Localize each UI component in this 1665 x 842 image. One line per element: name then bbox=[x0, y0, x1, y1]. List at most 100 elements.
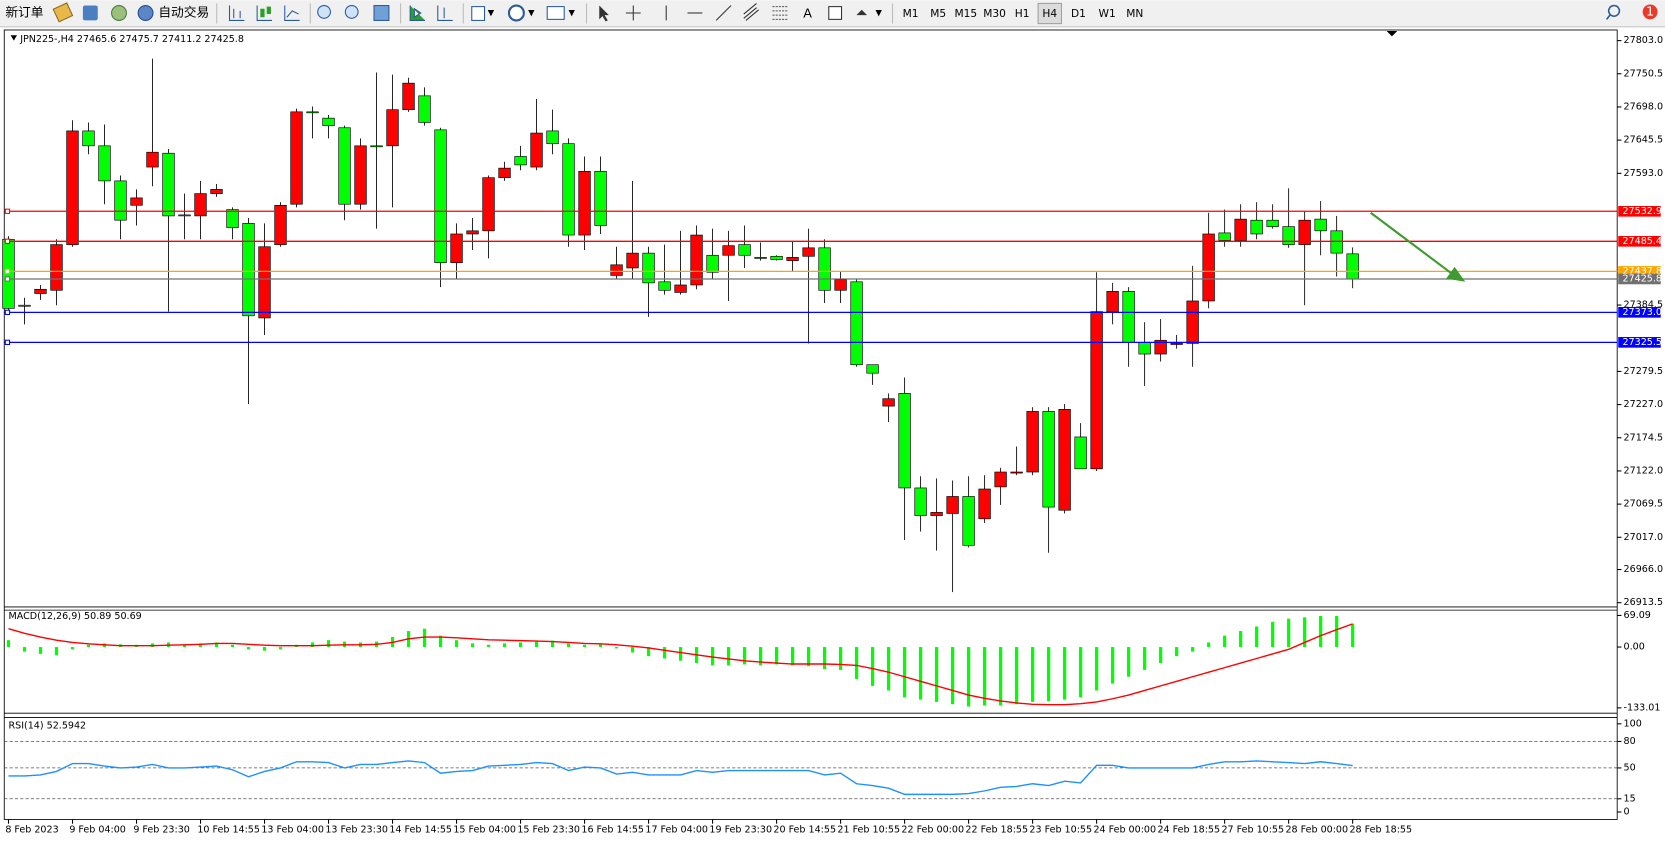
search-button[interactable] bbox=[1605, 4, 1621, 20]
periods-button[interactable] bbox=[507, 4, 525, 22]
candle-body bbox=[386, 109, 399, 147]
fibo-button[interactable] bbox=[772, 6, 788, 20]
candle-body bbox=[962, 496, 975, 546]
y-tick-label: 80 bbox=[1624, 736, 1636, 747]
candle-body bbox=[786, 257, 799, 261]
candle-body bbox=[546, 130, 559, 144]
candle-body bbox=[146, 151, 159, 168]
candle-body bbox=[866, 364, 879, 374]
dropdown-arrow[interactable]: ▾ bbox=[528, 5, 535, 20]
crosshair-button[interactable] bbox=[625, 5, 641, 21]
y-tick-label: 27750.5 bbox=[1624, 68, 1663, 79]
macd-bar bbox=[1239, 631, 1243, 648]
price-level-tag bbox=[1618, 337, 1661, 348]
zoom-in-button[interactable] bbox=[317, 5, 331, 19]
channel-button[interactable] bbox=[743, 3, 759, 21]
candle-body bbox=[162, 152, 175, 217]
icon-button[interactable] bbox=[111, 5, 127, 21]
y-tick-label: 26913.5 bbox=[1624, 597, 1663, 608]
macd-bar bbox=[326, 640, 331, 648]
candle-body bbox=[690, 234, 703, 286]
indicators-button[interactable] bbox=[471, 6, 486, 21]
dropdown-arrow[interactable]: ▾ bbox=[876, 5, 883, 20]
dropdown-arrow[interactable]: ▾ bbox=[488, 5, 495, 20]
line-chart-button[interactable] bbox=[284, 5, 300, 21]
candle-body bbox=[674, 284, 687, 293]
x-tick-label: 9 Feb 23:30 bbox=[133, 825, 190, 836]
candle-body bbox=[530, 132, 543, 168]
label-tool-button[interactable] bbox=[828, 6, 843, 20]
candle-body bbox=[850, 281, 863, 366]
y-tick-label: 100 bbox=[1624, 718, 1642, 729]
timeframe-button[interactable]: H4 bbox=[1042, 7, 1057, 20]
macd-bar bbox=[967, 647, 971, 707]
candle-body bbox=[1154, 339, 1167, 355]
tile-button[interactable] bbox=[373, 5, 390, 21]
timeframe-button[interactable]: MN bbox=[1126, 7, 1143, 20]
macd-bar bbox=[1191, 647, 1195, 652]
candle-body bbox=[18, 304, 31, 307]
candle-body bbox=[258, 246, 271, 319]
zoom-out-button[interactable] bbox=[344, 5, 359, 19]
macd-bar bbox=[951, 647, 955, 705]
symbol-menu-marker bbox=[10, 35, 18, 41]
timeframe-button[interactable]: M5 bbox=[930, 7, 946, 20]
cursor-button[interactable] bbox=[599, 5, 609, 22]
x-tick-label: 22 Feb 18:55 bbox=[965, 825, 1028, 836]
templates-button[interactable] bbox=[546, 6, 565, 20]
macd-bar bbox=[919, 647, 923, 700]
candle-body bbox=[418, 95, 431, 123]
bar-chart-button[interactable] bbox=[228, 5, 245, 21]
icon-button[interactable] bbox=[82, 5, 98, 21]
candle-chart-button[interactable] bbox=[256, 5, 273, 21]
new-order-button[interactable]: 新订单 bbox=[5, 4, 43, 20]
x-tick-label: 9 Feb 04:00 bbox=[69, 825, 126, 836]
candle-body bbox=[274, 204, 287, 245]
timeframe-button[interactable]: M1 bbox=[903, 7, 919, 20]
price-level-tag bbox=[1618, 205, 1661, 217]
candle-body bbox=[1170, 343, 1183, 345]
macd-bar bbox=[855, 647, 859, 680]
candle-body bbox=[338, 127, 351, 205]
chart-shift-button[interactable] bbox=[437, 5, 453, 21]
text-tool-button[interactable]: A bbox=[803, 7, 812, 22]
arrows-button[interactable] bbox=[856, 9, 868, 16]
autoscroll-button[interactable] bbox=[409, 5, 426, 21]
icon-button[interactable] bbox=[52, 2, 74, 23]
y-tick-label: 69.09 bbox=[1624, 610, 1651, 621]
dropdown-arrow[interactable]: ▾ bbox=[568, 5, 575, 20]
candle-body bbox=[82, 130, 95, 147]
candle-body bbox=[626, 252, 639, 269]
y-tick-label: 27593.0 bbox=[1624, 168, 1663, 179]
timeframe-button[interactable]: W1 bbox=[1099, 7, 1116, 20]
macd-bar bbox=[310, 642, 315, 648]
timeframe-button[interactable]: M30 bbox=[983, 7, 1006, 20]
macd-bar bbox=[262, 647, 267, 651]
macd-bar bbox=[1223, 635, 1227, 648]
candle-body bbox=[978, 488, 991, 520]
macd-bar bbox=[646, 647, 651, 657]
candle-body bbox=[482, 177, 495, 232]
macd-bar bbox=[887, 647, 891, 691]
candle-body bbox=[1218, 232, 1231, 241]
macd-bar bbox=[582, 644, 587, 648]
timeframe-button[interactable]: H1 bbox=[1015, 7, 1030, 20]
macd-bar bbox=[935, 647, 939, 702]
notification-badge[interactable] bbox=[1642, 4, 1658, 20]
candle-body bbox=[610, 264, 623, 276]
auto-trading-icon[interactable] bbox=[137, 5, 154, 21]
timeframe-button[interactable]: D1 bbox=[1071, 7, 1086, 20]
candle-body bbox=[898, 393, 911, 489]
trendline-button[interactable] bbox=[715, 5, 732, 21]
timeframe-button[interactable]: M15 bbox=[955, 7, 978, 20]
macd-bar bbox=[1335, 615, 1339, 648]
macd-bar bbox=[470, 643, 475, 648]
auto-trading-button[interactable]: 自动交易 bbox=[158, 4, 209, 20]
candle-body bbox=[1202, 233, 1215, 302]
candle-body bbox=[466, 230, 479, 235]
price-level-label: 27425.8 bbox=[1622, 273, 1661, 284]
chart-shift-marker bbox=[1386, 31, 1398, 37]
macd-bar bbox=[774, 647, 779, 665]
y-tick-label: 0.00 bbox=[1624, 642, 1645, 653]
x-tick-label: 16 Feb 14:55 bbox=[581, 825, 644, 836]
